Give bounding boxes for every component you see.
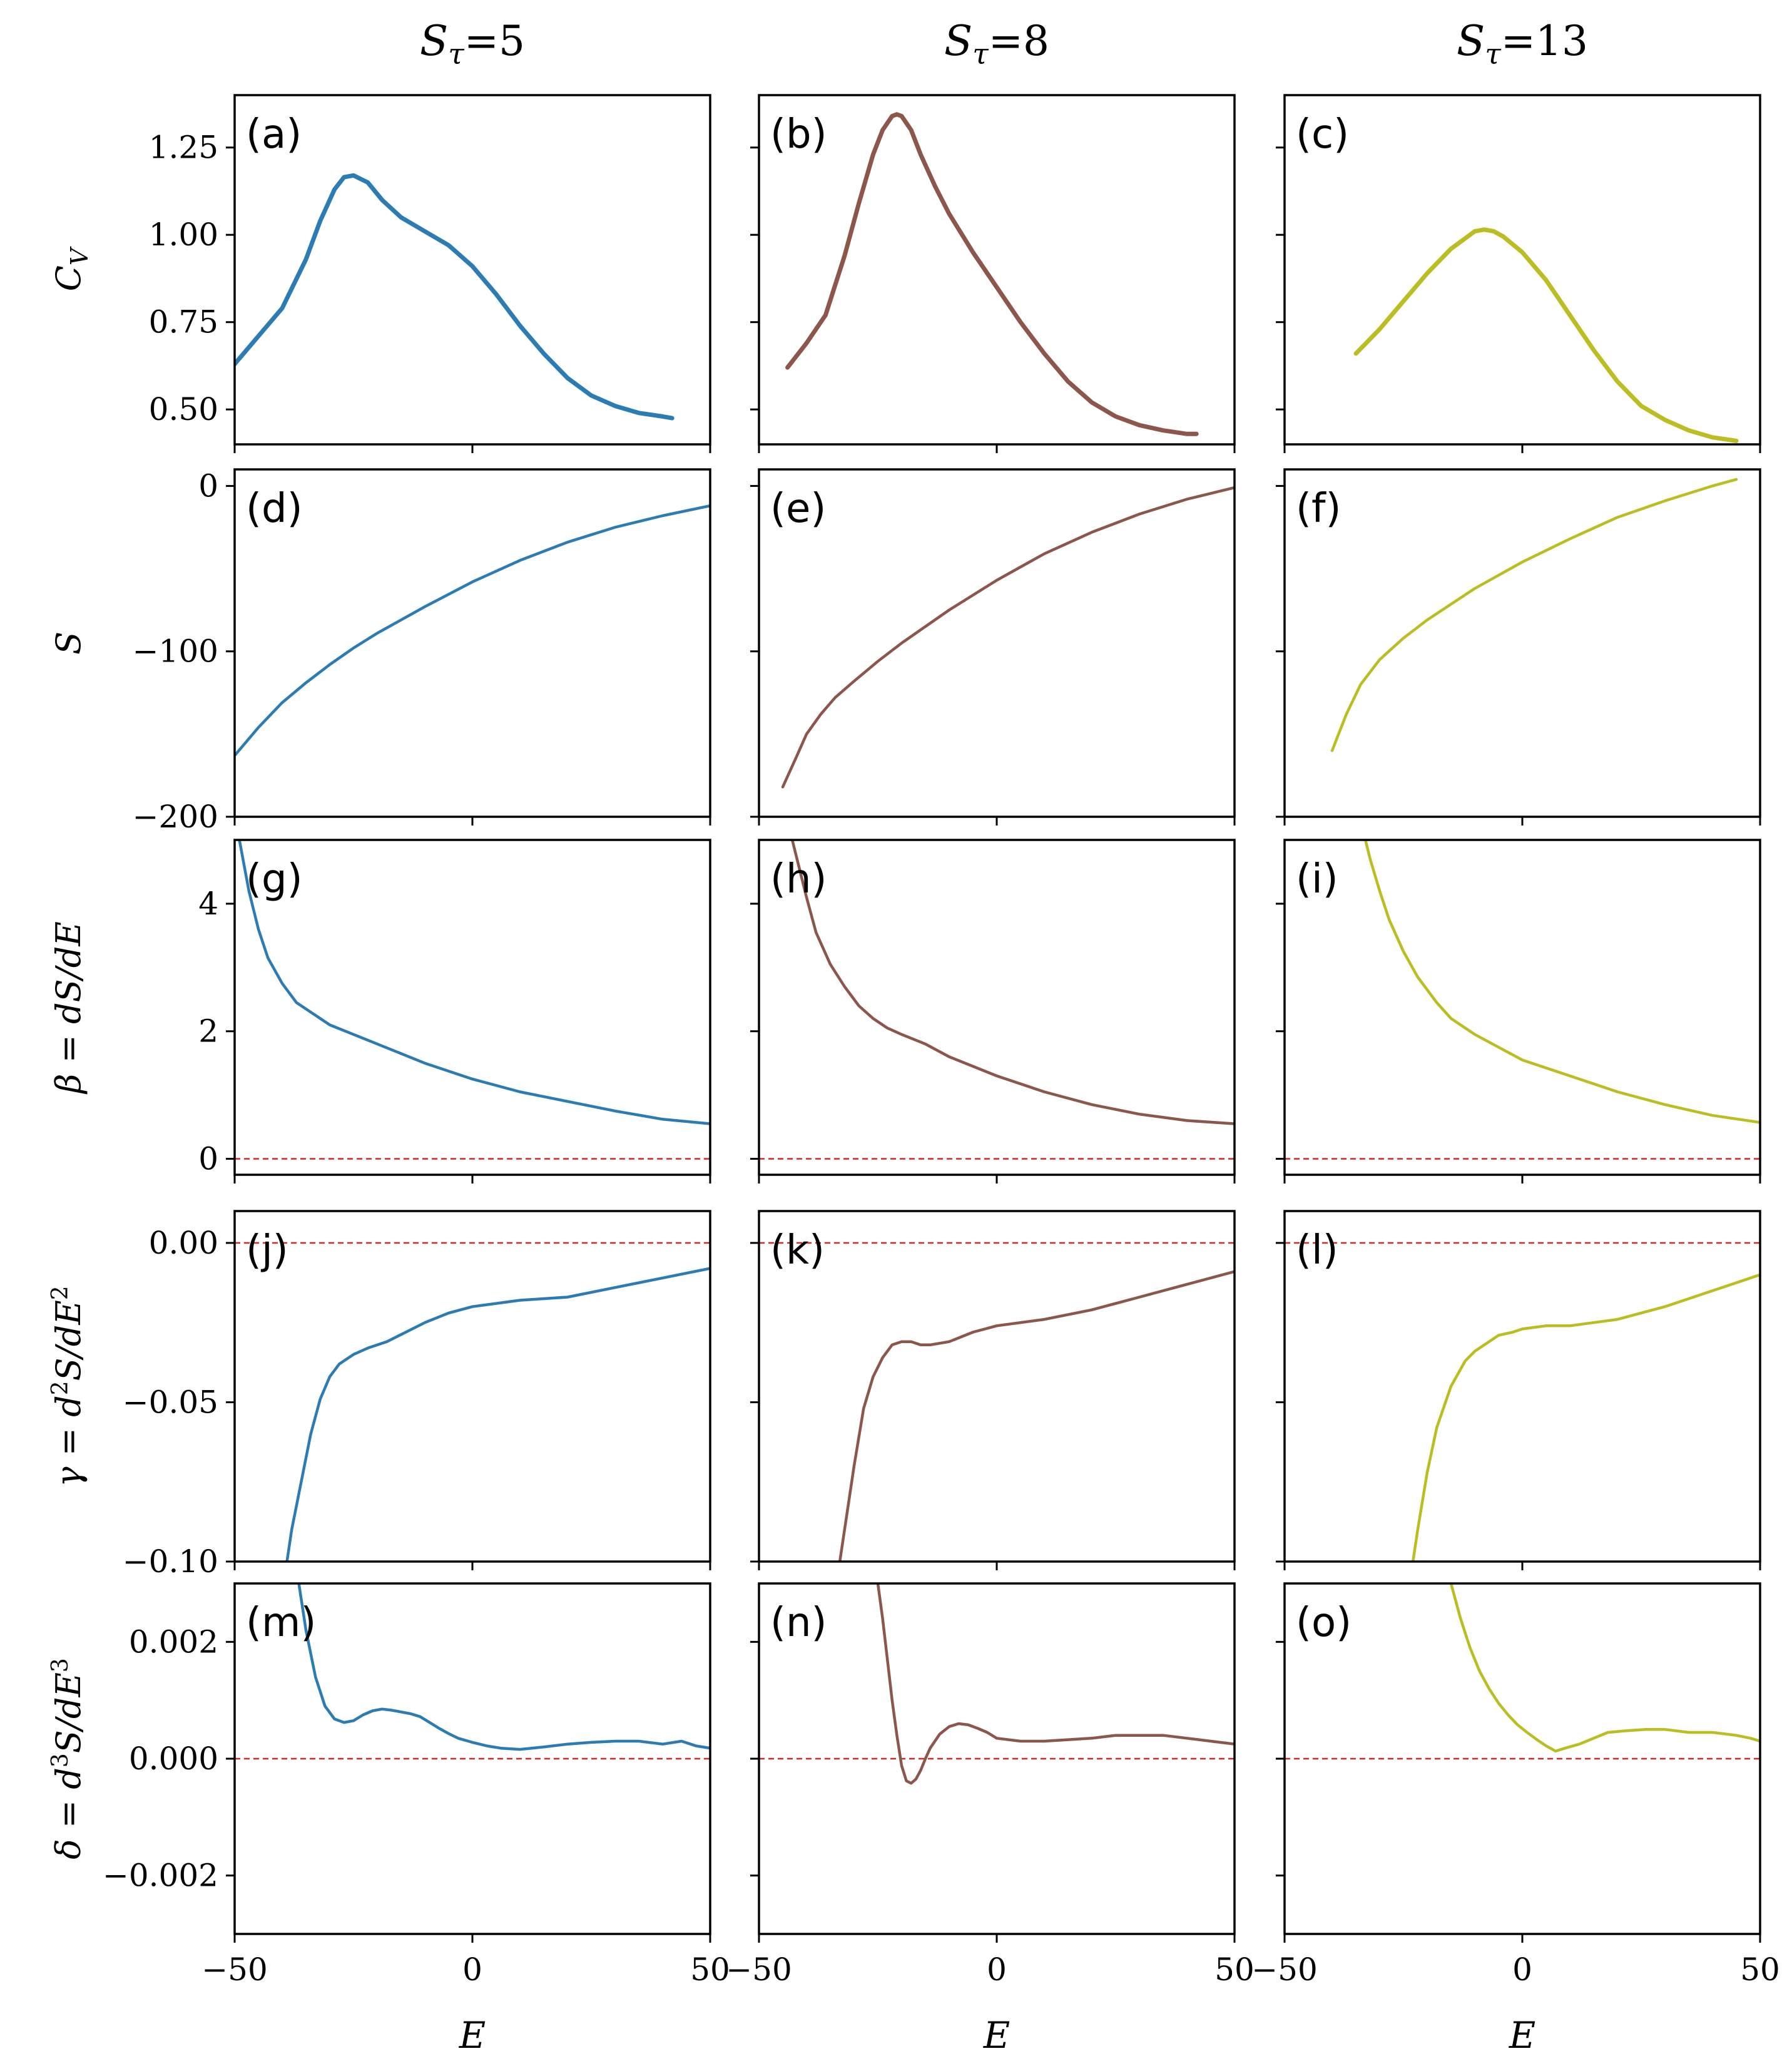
- axes-frame: [758, 1210, 1236, 1563]
- x-tick-label: 50: [1740, 1951, 1780, 1988]
- panel-m: −0.002 0.000 0.002 −50 0 50 (m) E: [103, 1582, 730, 2057]
- panel-letter: (c): [1296, 111, 1349, 158]
- panel-letter: (h): [770, 856, 827, 903]
- axes-frame: [233, 94, 711, 446]
- panel-a: 0.50 0.75 1.00 1.25 (a): [149, 94, 711, 453]
- series-line: [1330, 478, 1738, 752]
- panel-e: (e): [750, 468, 1236, 826]
- axes-frame: [1283, 1210, 1761, 1563]
- series-line: [1353, 227, 1739, 443]
- axes-frame: [1283, 839, 1761, 1176]
- panel-h: (h): [750, 839, 1236, 1184]
- series-line: [297, 1583, 710, 1751]
- series-line: [235, 173, 675, 421]
- panel-j: −0.10 −0.05 0.00 (j): [123, 1210, 711, 1580]
- panel-o: −50 0 50 (o) E: [1251, 1582, 1780, 2057]
- axes-frame: [1283, 94, 1761, 446]
- axes-frame: [758, 94, 1236, 446]
- panel-k: (k): [750, 1210, 1236, 1570]
- panel-c: (c): [1276, 94, 1761, 453]
- y-axis-label: γ = d2S/dE2: [48, 1286, 88, 1486]
- y-tick-label: 4: [198, 886, 218, 922]
- y-tick-label: 2: [198, 1013, 218, 1050]
- y-tick-label: 0: [198, 1141, 218, 1177]
- panel-l: (l): [1276, 1210, 1761, 1570]
- series-line: [238, 840, 710, 1125]
- x-tick-label: −50: [1251, 1951, 1318, 1988]
- panel-letter: (i): [1296, 856, 1338, 903]
- y-tick-label: 0.000: [129, 1741, 218, 1777]
- series-line: [876, 1583, 1235, 1785]
- series-line: [790, 840, 1235, 1125]
- axes-frame: [758, 839, 1236, 1176]
- y-tick-label: 0.50: [149, 391, 218, 427]
- x-axis-label: E: [1509, 2014, 1535, 2057]
- panel-i: (i): [1276, 839, 1761, 1184]
- series-line: [838, 1270, 1235, 1562]
- y-tick-label: 0.75: [149, 304, 218, 340]
- series-line: [285, 1267, 710, 1562]
- y-tick-label: −0.10: [123, 1543, 218, 1580]
- panel-f: (f): [1276, 468, 1761, 826]
- panel-letter: (e): [770, 486, 826, 532]
- y-tick-label: −0.002: [103, 1858, 218, 1894]
- panel-letter: (d): [246, 486, 303, 532]
- panel-b: (b): [750, 94, 1236, 453]
- panel-d: −200 −100 0 (d): [133, 468, 711, 835]
- panel-letter: (b): [770, 111, 827, 158]
- y-axis-label: S: [49, 632, 88, 655]
- axes-frame: [1283, 468, 1761, 818]
- column-title: Sτ=8: [944, 17, 1049, 71]
- y-tick-label: −200: [133, 799, 218, 835]
- series-line: [785, 112, 1199, 436]
- panel-letter: (k): [770, 1227, 825, 1274]
- y-tick-label: 0.002: [129, 1624, 218, 1660]
- panel-letter: (l): [1296, 1227, 1338, 1274]
- y-tick-label: −0.05: [123, 1384, 218, 1420]
- y-axis-label: δ = d3S/dE3: [48, 1658, 88, 1859]
- panel-letter: (g): [246, 856, 303, 903]
- column-title: Sτ=5: [420, 17, 525, 71]
- series-line: [1411, 1273, 1760, 1562]
- y-tick-label: 1.25: [149, 130, 218, 166]
- x-tick-label: −50: [201, 1951, 268, 1988]
- x-tick-label: 50: [1214, 1951, 1255, 1988]
- series-line: [1449, 1583, 1760, 1753]
- panel-letter: (m): [246, 1600, 316, 1646]
- panel-g: 0 2 4 (g): [198, 839, 711, 1184]
- panel-letter: (o): [1296, 1600, 1352, 1646]
- x-tick-label: 0: [987, 1951, 1007, 1988]
- axes-frame: [233, 1210, 711, 1563]
- x-tick-label: −50: [726, 1951, 792, 1988]
- y-tick-label: 0: [198, 468, 218, 504]
- x-axis-label: E: [459, 2014, 486, 2057]
- series-line: [1363, 840, 1760, 1124]
- panel-n: −50 0 50 (n) E: [726, 1582, 1255, 2057]
- y-tick-label: 1.00: [149, 217, 218, 253]
- y-axis-label: β = dS/dE: [49, 921, 88, 1095]
- panel-letter: (n): [770, 1600, 827, 1646]
- series-line: [781, 486, 1235, 789]
- x-tick-label: 50: [690, 1951, 730, 1988]
- panel-letter: (a): [246, 111, 302, 158]
- axes-frame: [758, 468, 1236, 818]
- panel-letter: (j): [246, 1227, 288, 1274]
- column-title: Sτ=13: [1457, 17, 1588, 71]
- x-tick-label: 0: [462, 1951, 482, 1988]
- x-tick-label: 0: [1512, 1951, 1532, 1988]
- x-axis-label: E: [983, 2014, 1010, 2057]
- series-line: [235, 504, 710, 757]
- y-tick-label: −100: [133, 633, 218, 670]
- panel-letter: (f): [1296, 486, 1341, 532]
- y-axis-label: CV: [49, 246, 93, 291]
- y-tick-label: 0.00: [149, 1225, 218, 1261]
